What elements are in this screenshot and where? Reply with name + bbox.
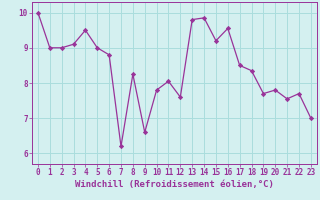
X-axis label: Windchill (Refroidissement éolien,°C): Windchill (Refroidissement éolien,°C) [75,180,274,189]
